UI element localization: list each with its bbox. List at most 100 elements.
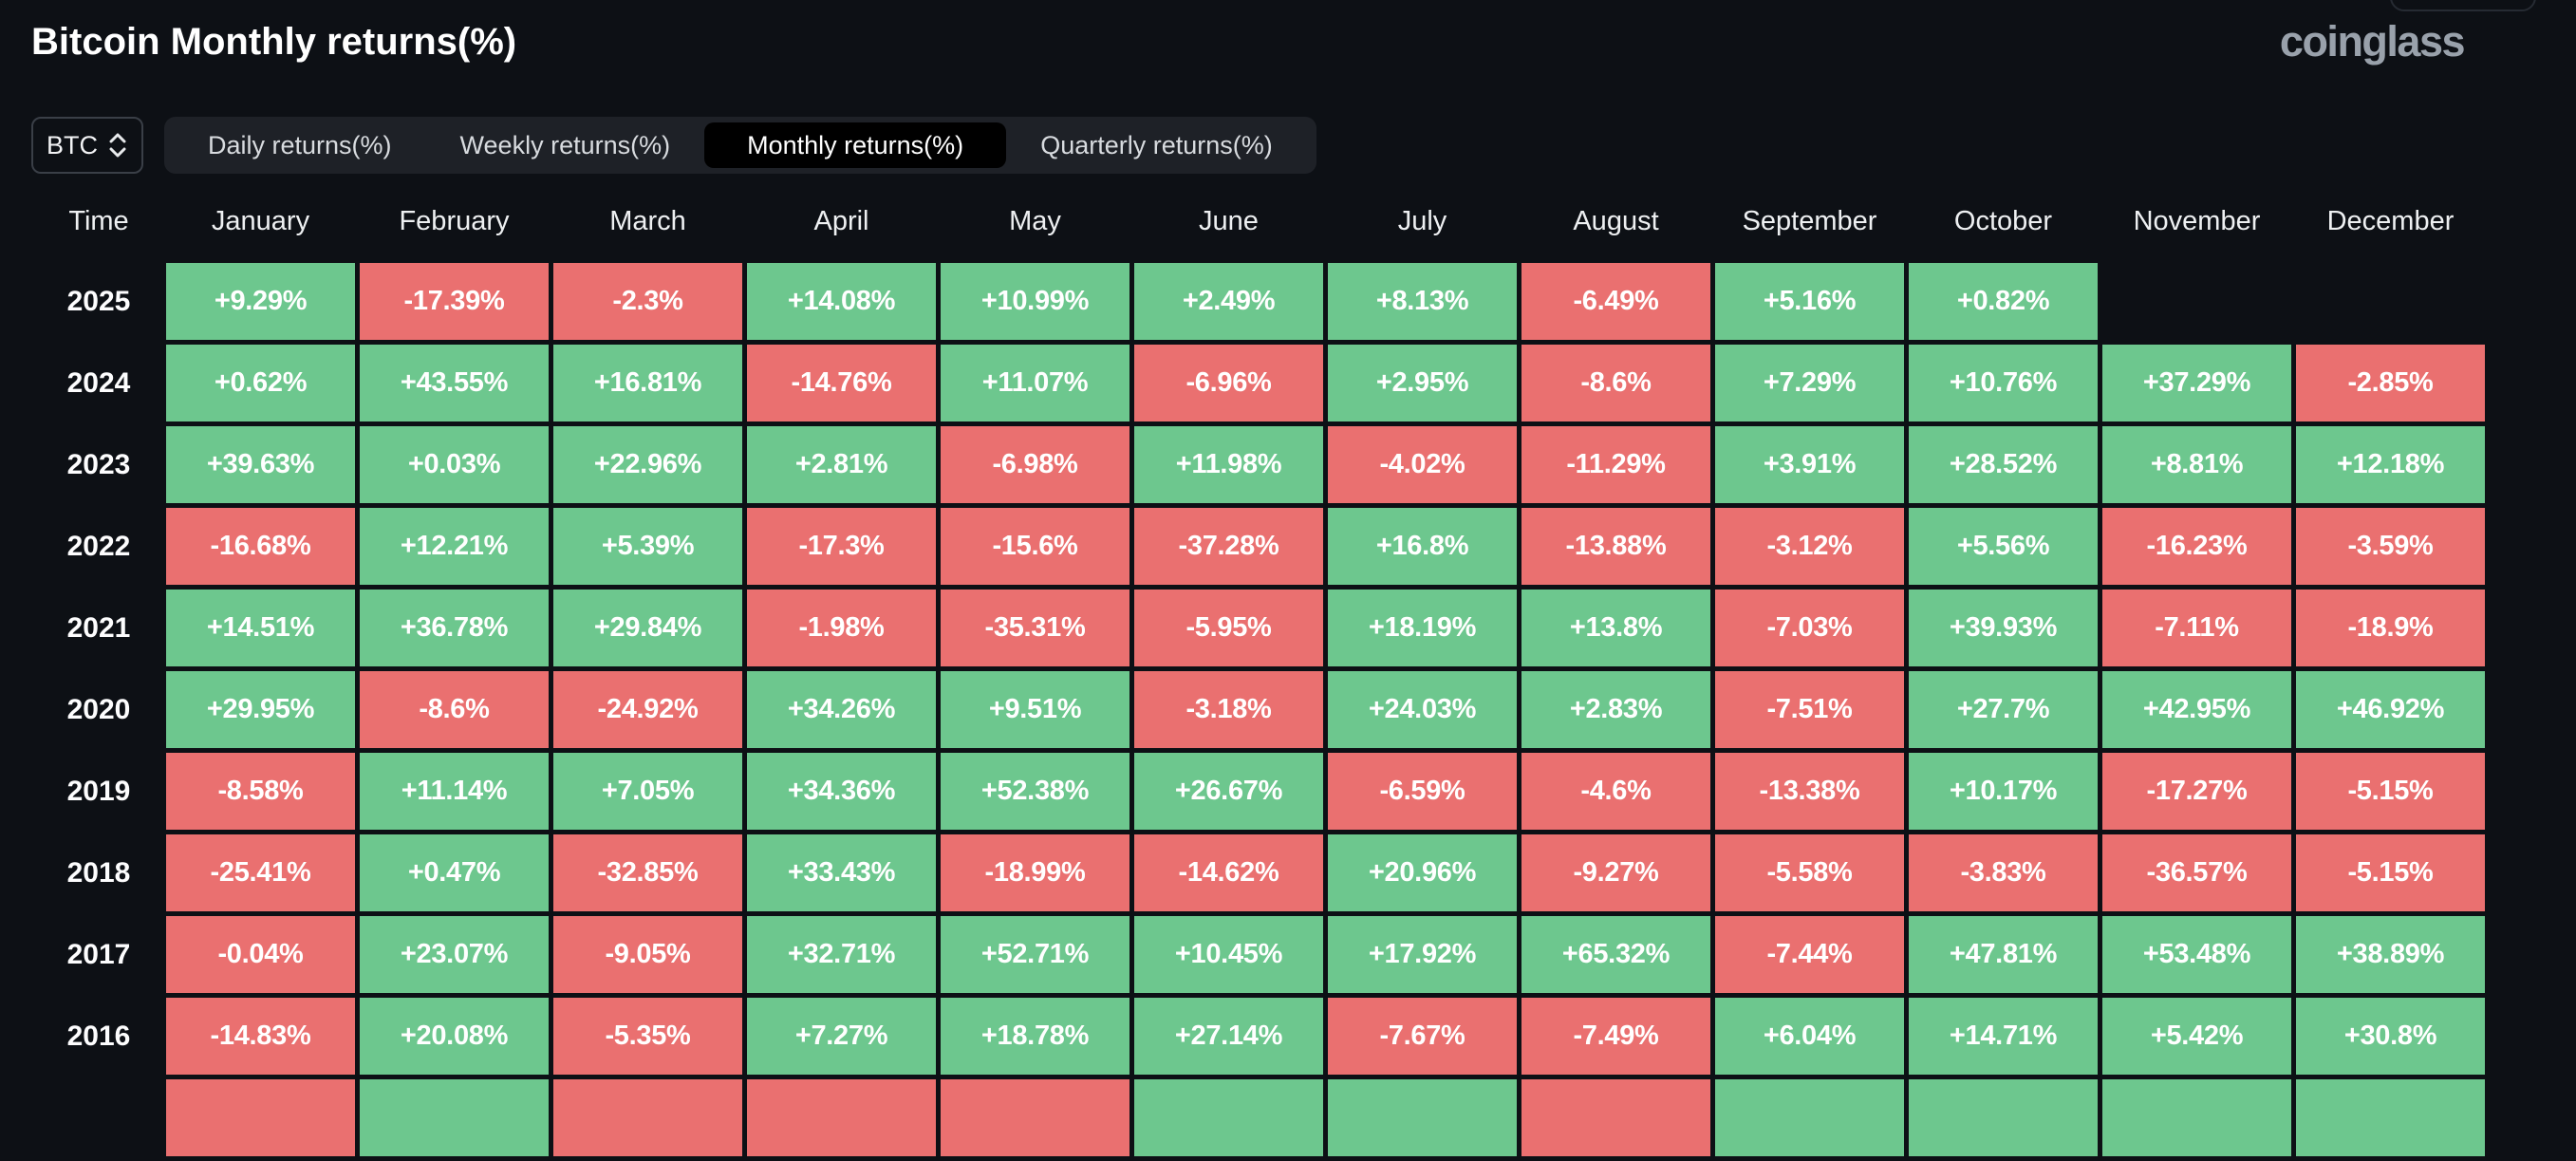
return-cell: +20.96%	[1328, 834, 1517, 911]
return-cell: -3.59%	[2296, 508, 2485, 585]
return-cell: -4.02%	[1328, 426, 1517, 503]
return-cell: +10.45%	[1134, 916, 1323, 993]
return-cell: -7.67%	[1328, 998, 1517, 1075]
return-cell: +53.48%	[2102, 916, 2291, 993]
return-cell: +14.71%	[1909, 998, 2098, 1075]
return-cell: -3.83%	[1909, 834, 2098, 911]
table-row: 2018 -25.41% +0.47% -32.85% +33.43% -18.99% -1…	[31, 834, 2576, 911]
table-row: 2022 -16.68% +12.21% +5.39% -17.3% -15.6% -37.…	[31, 508, 2576, 585]
return-cell	[1715, 1079, 1904, 1156]
tab-quarterly-returns[interactable]: Quarterly returns(%)	[1040, 130, 1273, 159]
return-cell: +5.56%	[1909, 508, 2098, 585]
return-cell: +12.21%	[360, 508, 549, 585]
return-cell: +39.93%	[1909, 590, 2098, 666]
return-cell: +39.63%	[166, 426, 355, 503]
column-header: September	[1742, 205, 1877, 236]
return-cell: +2.95%	[1328, 345, 1517, 421]
tab-weekly-returns[interactable]: Weekly returns(%)	[459, 130, 671, 159]
return-cell: -13.88%	[1521, 508, 1710, 585]
year-label: 2022	[66, 530, 131, 562]
table-row: 2020 +29.95% -8.6% -24.92% +34.26% +9.51% -3.1…	[31, 671, 2576, 748]
year-label: 2018	[66, 856, 131, 889]
return-cell: -14.62%	[1134, 834, 1323, 911]
return-cell: -7.51%	[1715, 671, 1904, 748]
year-label: 2020	[66, 693, 131, 725]
return-cell: +16.81%	[553, 345, 742, 421]
return-cell: +32.71%	[747, 916, 936, 993]
return-cell: +2.81%	[747, 426, 936, 503]
column-header: August	[1573, 205, 1659, 236]
return-cell: -8.58%	[166, 753, 355, 830]
column-header: March	[609, 205, 686, 236]
return-cell: -9.05%	[553, 916, 742, 993]
tab-daily-returns[interactable]: Daily returns(%)	[208, 130, 392, 159]
return-cell: +28.52%	[1909, 426, 2098, 503]
symbol-select[interactable]: BTC	[31, 117, 143, 174]
table-row: 2023 +39.63% +0.03% +22.96% +2.81% -6.98% +11.…	[31, 426, 2576, 503]
return-cell: +7.05%	[553, 753, 742, 830]
year-label: 2016	[66, 1020, 131, 1052]
return-cell: -9.27%	[1521, 834, 1710, 911]
table-row: 2024 +0.62% +43.55% +16.81% -14.76% +11.07% -6…	[31, 345, 2576, 421]
return-cell: -2.3%	[553, 263, 742, 340]
return-cell: +65.32%	[1521, 916, 1710, 993]
return-cell: +7.29%	[1715, 345, 1904, 421]
return-cell: +10.17%	[1909, 753, 2098, 830]
table-row: 2017 -0.04% +23.07% -9.05% +32.71% +52.71% +10…	[31, 916, 2576, 993]
return-cell: -6.98%	[941, 426, 1129, 503]
return-cell: +43.55%	[360, 345, 549, 421]
return-cell: -6.49%	[1521, 263, 1710, 340]
return-cell: +0.62%	[166, 345, 355, 421]
return-cell: +14.51%	[166, 590, 355, 666]
return-cell: -36.57%	[2102, 834, 2291, 911]
year-label: 2023	[66, 448, 131, 480]
return-cell: +34.36%	[747, 753, 936, 830]
tab-monthly-returns[interactable]: Monthly returns(%)	[704, 122, 1007, 168]
return-cell: -11.29%	[1521, 426, 1710, 503]
return-cell: +2.83%	[1521, 671, 1710, 748]
return-cell: +20.08%	[360, 998, 549, 1075]
year-label: 2021	[66, 611, 131, 644]
column-header: July	[1397, 205, 1447, 236]
table-row: 2021 +14.51% +36.78% +29.84% -1.98% -35.31% -5…	[31, 590, 2576, 666]
return-cell: +12.18%	[2296, 426, 2485, 503]
return-cell: -13.38%	[1715, 753, 1904, 830]
return-cell: -0.04%	[166, 916, 355, 993]
return-cell: -5.58%	[1715, 834, 1904, 911]
return-cell: -7.03%	[1715, 590, 1904, 666]
return-cell: -14.76%	[747, 345, 936, 421]
return-cell: +7.27%	[747, 998, 936, 1075]
return-cell: +24.03%	[1328, 671, 1517, 748]
return-cell: +37.29%	[2102, 345, 2291, 421]
return-cell: +0.47%	[360, 834, 549, 911]
return-cell: +0.82%	[1909, 263, 2098, 340]
header-row: Time January February March April May June July…	[31, 193, 2576, 250]
top-bar: Bitcoin Monthly returns(%) coinglass	[0, 0, 2576, 65]
return-cell: +5.16%	[1715, 263, 1904, 340]
return-cell: +3.91%	[1715, 426, 1904, 503]
return-cell: -17.39%	[360, 263, 549, 340]
return-cell: +9.51%	[941, 671, 1129, 748]
column-header: January	[211, 205, 310, 236]
return-cell: +14.08%	[747, 263, 936, 340]
return-cell: +8.81%	[2102, 426, 2291, 503]
return-cell	[1909, 1079, 2098, 1156]
column-header: February	[399, 205, 510, 236]
return-cell: +18.19%	[1328, 590, 1517, 666]
controls-row: BTC Daily returns(%) Weekly returns(%) M…	[31, 117, 1316, 174]
return-cell	[2296, 263, 2485, 340]
return-cell: +9.29%	[166, 263, 355, 340]
table-row-partial	[31, 1079, 2576, 1156]
table-body: 2025 +9.29% -17.39% -2.3% +14.08% +10.99% +2.4…	[0, 263, 2576, 1156]
page-title: Bitcoin Monthly returns(%)	[31, 21, 517, 63]
return-cell: -24.92%	[553, 671, 742, 748]
return-cell: +8.13%	[1328, 263, 1517, 340]
year-label: 2019	[66, 775, 131, 807]
return-cell: +29.84%	[553, 590, 742, 666]
return-cell: +13.8%	[1521, 590, 1710, 666]
table-row: 2025 +9.29% -17.39% -2.3% +14.08% +10.99% +2.4…	[31, 263, 2576, 340]
return-cell: +47.81%	[1909, 916, 2098, 993]
return-cell: -25.41%	[166, 834, 355, 911]
return-cell: +17.92%	[1328, 916, 1517, 993]
coinglass-logo[interactable]: coinglass	[2279, 17, 2466, 66]
